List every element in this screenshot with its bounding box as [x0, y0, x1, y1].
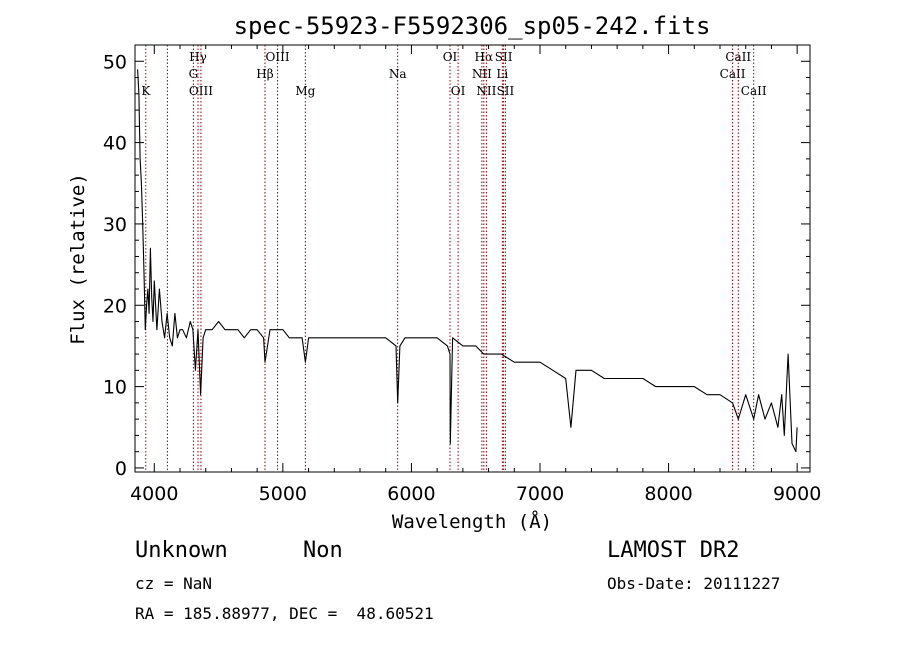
- x-tick-label-1: 5000: [259, 483, 307, 505]
- chart-title: spec-55923-F5592306_sp05-242.fits: [234, 12, 711, 40]
- y-tick-label-4: 40: [103, 133, 127, 155]
- x-tick-label-3: 7000: [516, 483, 564, 505]
- line-label-11: NII: [472, 67, 492, 81]
- object-class-label: Unknown: [135, 538, 228, 563]
- y-tick-label-5: 50: [103, 51, 127, 73]
- coordinates-label: RA = 185.88977, DEC = 48.60521: [135, 604, 434, 623]
- line-label-10: OI: [451, 84, 466, 98]
- x-tick-label-2: 6000: [387, 483, 435, 505]
- plot-axes: 4000 5000 6000 7000 8000 9000 0 10 20 30 40 50: [103, 44, 821, 505]
- line-label-4: OIII: [189, 84, 213, 98]
- spectrum-series: [137, 69, 798, 453]
- y-axis-label: Flux (relative): [67, 173, 89, 345]
- line-label-19: CaII: [741, 84, 767, 98]
- line-label-5: Hβ: [256, 67, 273, 81]
- emission-line-markers: KGHγOIIIHβOIIIMgNaOIOINIIHαNIILiSIISIICa…: [141, 45, 767, 472]
- y-tick-label-2: 20: [103, 295, 127, 317]
- line-label-13: NII: [476, 84, 496, 98]
- series-line-0: [137, 69, 798, 453]
- redshift-label: cz = NaN: [135, 574, 213, 593]
- x-tick-label-4: 8000: [644, 483, 692, 505]
- plot-frame: [134, 44, 811, 473]
- line-label-0: K: [141, 84, 151, 98]
- x-tick-label-5: 9000: [773, 483, 821, 505]
- obs-date-label: Obs-Date: 20111227: [607, 574, 781, 593]
- line-label-15: SII: [495, 50, 513, 64]
- line-label-16: SII: [497, 84, 515, 98]
- line-label-9: OI: [443, 50, 458, 64]
- line-label-3: Hγ: [189, 50, 207, 64]
- line-label-2: G: [189, 67, 199, 81]
- line-label-6: OIII: [266, 50, 290, 64]
- object-subclass-label: Non: [303, 538, 343, 563]
- line-label-17: CaII: [720, 67, 746, 81]
- survey-label: LAMOST DR2: [607, 538, 740, 563]
- x-axis-label: Wavelength (Å): [392, 510, 552, 533]
- x-tick-label-0: 4000: [130, 483, 178, 505]
- y-tick-label-1: 10: [103, 377, 127, 399]
- line-label-8: Na: [389, 67, 407, 81]
- y-tick-label-0: 0: [115, 458, 127, 480]
- line-label-14: Li: [496, 67, 508, 81]
- y-tick-label-3: 30: [103, 214, 127, 236]
- line-label-7: Mg: [295, 84, 315, 98]
- line-label-18: CaII: [725, 50, 751, 64]
- line-label-12: Hα: [475, 50, 494, 64]
